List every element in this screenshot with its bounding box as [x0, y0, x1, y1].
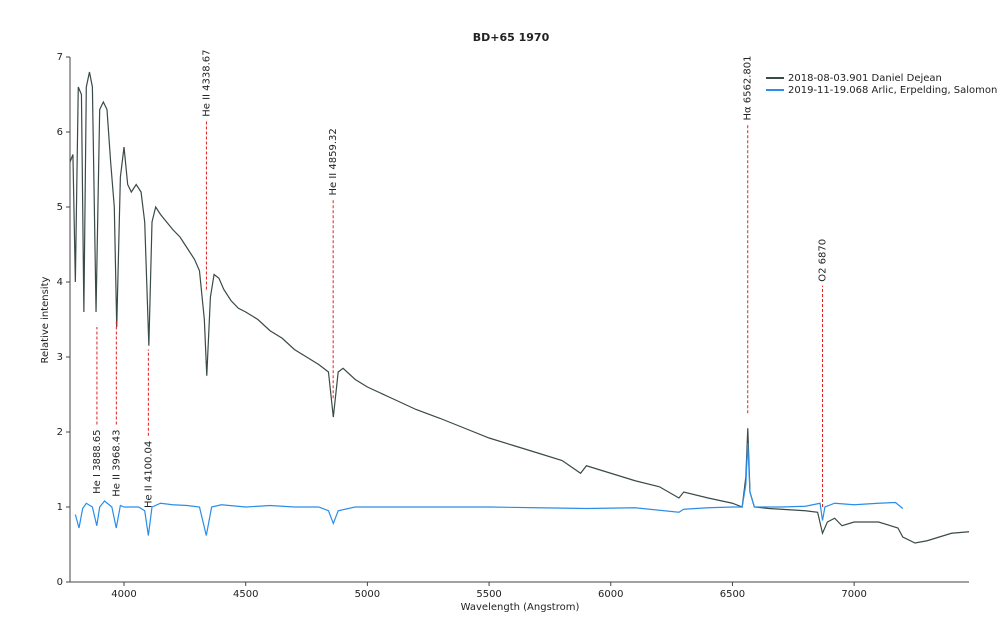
y-tick-label: 4	[57, 277, 63, 288]
annotation-label: He II 4100.04	[143, 441, 154, 508]
annotation-label: He II 4859.32	[328, 128, 339, 195]
spectrum-line	[74, 443, 904, 536]
x-tick-label: 4500	[233, 589, 258, 600]
y-axis-label: Relative intensity	[40, 276, 51, 363]
y-tick-label: 0	[57, 577, 63, 588]
x-tick-label: 6500	[720, 589, 745, 600]
y-tick-label: 7	[57, 52, 63, 63]
x-axis-label: Wavelength (Angstrom)	[461, 602, 580, 613]
chart-title: BD+65 1970	[473, 31, 550, 44]
legend-label: 2019-11-19.068 Arlic, Erpelding, Salomon	[788, 85, 997, 96]
annotation-label: O2 6870	[817, 239, 828, 282]
x-tick-label: 5000	[355, 589, 380, 600]
annotation-label: He II 3968.43	[111, 430, 122, 497]
annotation-label: He I 3888.65	[92, 430, 103, 494]
annotation-label: He II 4338.67	[201, 49, 212, 116]
y-tick-label: 1	[57, 502, 63, 513]
x-tick-label: 5500	[476, 589, 501, 600]
y-tick-label: 6	[57, 127, 63, 138]
y-tick-label: 5	[57, 202, 63, 213]
y-tick-label: 2	[57, 427, 63, 438]
x-tick-label: 6000	[598, 589, 623, 600]
x-tick-label: 7000	[841, 589, 866, 600]
legend-label: 2018-08-03.901 Daniel Dejean	[788, 73, 942, 84]
annotation-label: Hα 6562.801	[743, 55, 754, 120]
y-tick-label: 3	[57, 352, 63, 363]
spectrum-line	[69, 71, 970, 544]
x-tick-label: 4000	[111, 589, 136, 600]
